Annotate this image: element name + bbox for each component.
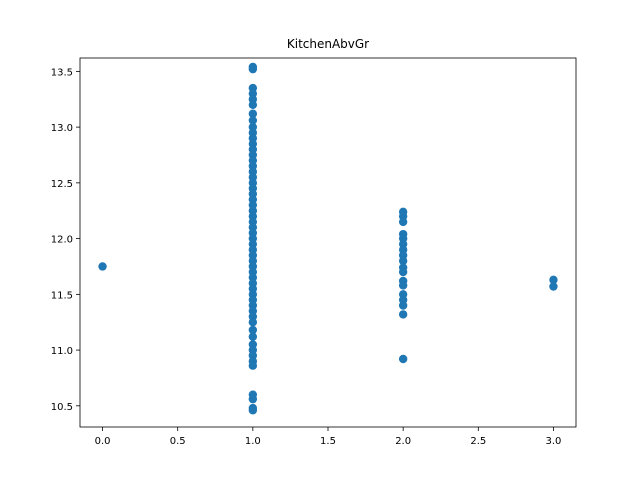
- plot-frame: [79, 57, 577, 428]
- chart-title: KitchenAbvGr: [287, 37, 369, 51]
- x-tick-label: 0.5: [170, 436, 186, 447]
- points-layer: [98, 62, 558, 415]
- y-tick-label: 12.0: [51, 235, 73, 246]
- data-point: [248, 332, 258, 341]
- data-point: [248, 109, 258, 118]
- x-tick-label: 2.5: [470, 436, 486, 447]
- data-point: [398, 256, 408, 266]
- data-point: [248, 325, 258, 335]
- data-point: [398, 267, 408, 277]
- x-tick-label: 3.0: [546, 436, 562, 447]
- data-point: [398, 301, 408, 310]
- data-point: [248, 64, 258, 74]
- x-tick-label: 2.0: [395, 436, 411, 447]
- x-axis-ticks: 0.0 0.5 1.0 1.5 2.0 2.5 3.0: [95, 427, 562, 447]
- y-axis-ticks: 10.5 11.0 11.5 12.0 12.5 13.0 13.5: [51, 67, 80, 413]
- data-point: [248, 318, 258, 327]
- y-tick-label: 10.5: [51, 402, 73, 413]
- y-tick-label: 11.5: [51, 290, 73, 301]
- y-tick-label: 11.0: [51, 346, 73, 357]
- data-point: [398, 310, 408, 319]
- data-point: [549, 275, 558, 285]
- x-tick-label: 0.0: [95, 436, 111, 447]
- data-point: [398, 354, 408, 364]
- x-tick-label: 1.5: [320, 436, 336, 447]
- y-tick-label: 12.5: [51, 179, 73, 190]
- data-point: [248, 116, 258, 125]
- data-point: [98, 262, 107, 271]
- data-point: [549, 282, 558, 291]
- data-point: [248, 361, 258, 370]
- data-point: [248, 100, 258, 110]
- y-tick-label: 13.5: [51, 67, 73, 78]
- data-point: [248, 406, 258, 415]
- data-point: [398, 217, 408, 227]
- y-tick-label: 13.0: [51, 123, 73, 134]
- x-tick-label: 1.0: [245, 436, 261, 447]
- data-point: [248, 394, 258, 404]
- data-point: [398, 281, 408, 290]
